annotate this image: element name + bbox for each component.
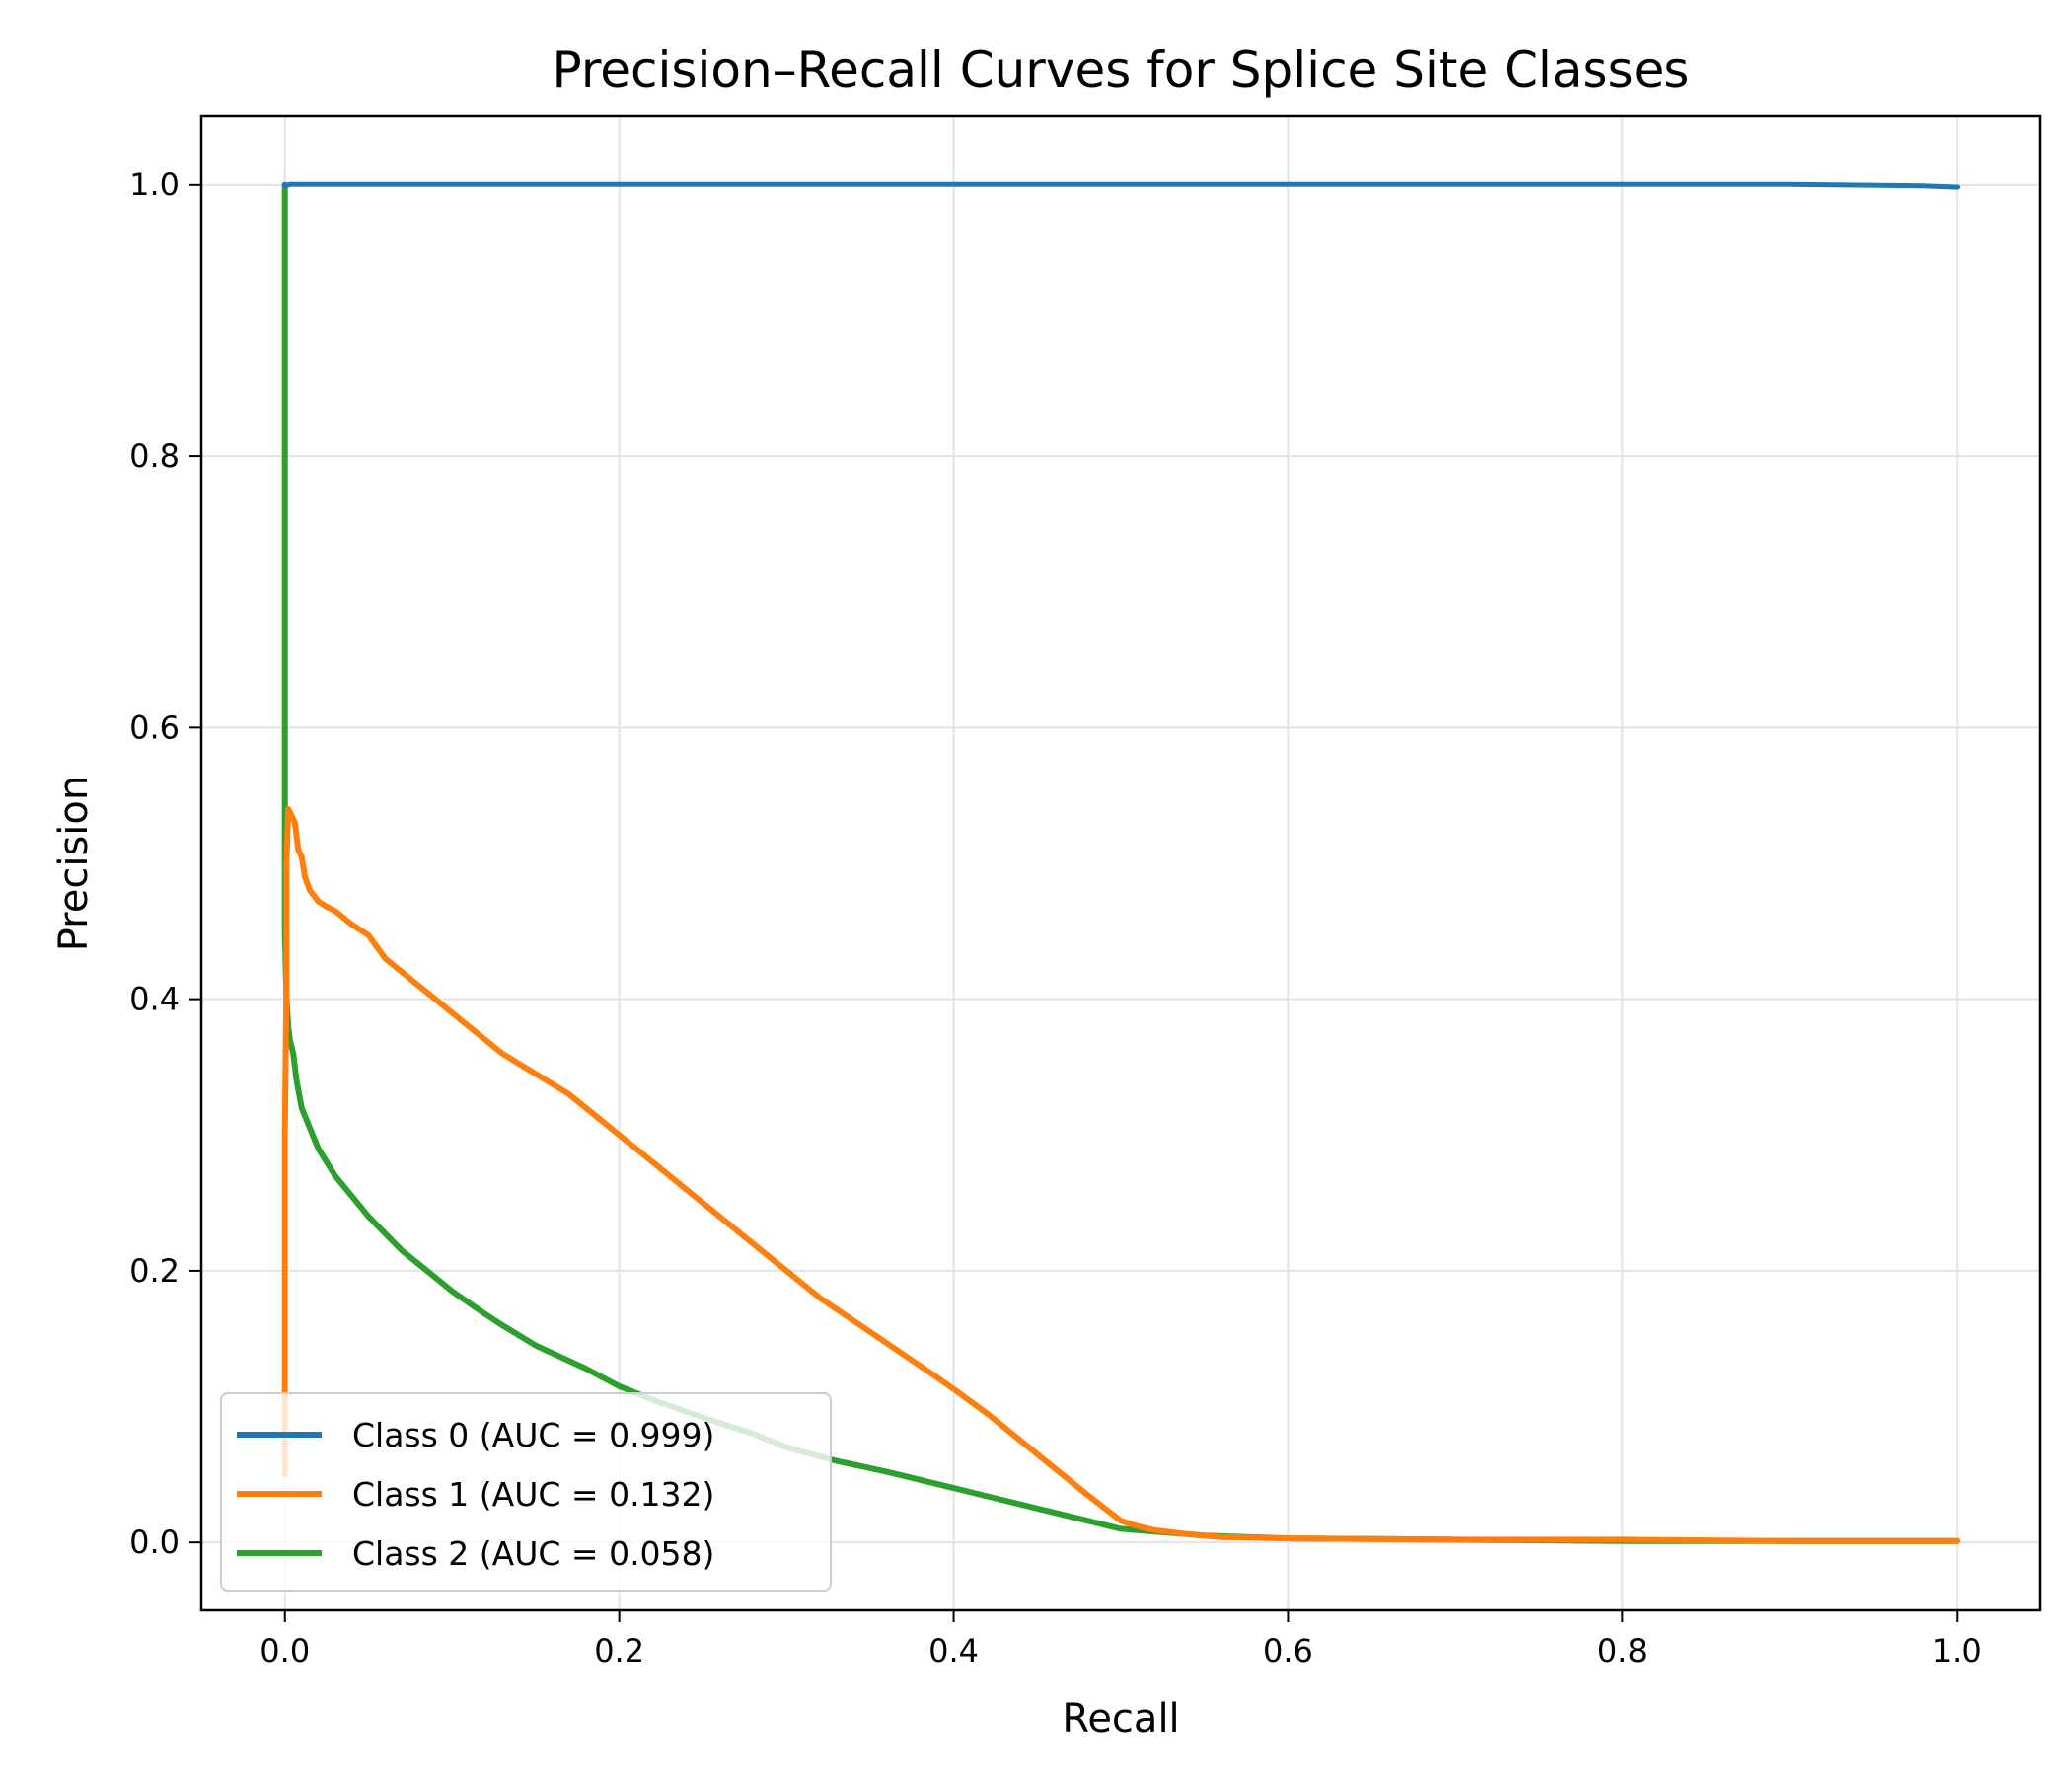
legend-label-class-2: Class 2 (AUC = 0.058) <box>352 1534 714 1573</box>
y-tick-label: 1.0 <box>129 166 180 203</box>
plot-frame <box>199 114 2042 1612</box>
y-tick-label: 0.6 <box>129 708 180 746</box>
y-axis-title: Precision <box>51 776 97 951</box>
x-tick-label: 0.0 <box>259 1632 310 1670</box>
legend-label-class-1: Class 1 (AUC = 0.132) <box>352 1475 714 1514</box>
series-line-class-0 <box>281 181 1961 190</box>
grid <box>201 116 2040 1610</box>
series-lines <box>281 181 1961 1544</box>
series-line-class-2 <box>281 181 1961 1544</box>
legend-label-class-0: Class 0 (AUC = 0.999) <box>352 1416 714 1454</box>
series-line-class-1 <box>281 805 1961 1544</box>
x-axis-title: Recall <box>1062 1696 1179 1742</box>
x-tick-label: 0.2 <box>594 1632 644 1670</box>
y-tick-label: 0.0 <box>129 1523 180 1561</box>
legend: Class 0 (AUC = 0.999) Class 1 (AUC = 0.13… <box>220 1392 832 1592</box>
y-tick-label: 0.2 <box>129 1252 180 1290</box>
y-tick-label: 0.8 <box>129 437 180 475</box>
y-tick-label: 0.4 <box>129 981 180 1018</box>
x-tick-label: 0.6 <box>1263 1632 1313 1670</box>
x-tick-label: 0.4 <box>928 1632 979 1670</box>
axis-ticks: 0.0 0.2 0.4 0.6 0.8 1.0 0.0 0.2 0.4 0.6 0.8 1.0 <box>129 166 1982 1670</box>
chart-title: Precision–Recall Curves for Splice Site … <box>553 41 1690 99</box>
x-tick-label: 0.8 <box>1597 1632 1648 1670</box>
x-tick-label: 1.0 <box>1932 1632 1982 1670</box>
legend-box <box>220 1392 832 1592</box>
